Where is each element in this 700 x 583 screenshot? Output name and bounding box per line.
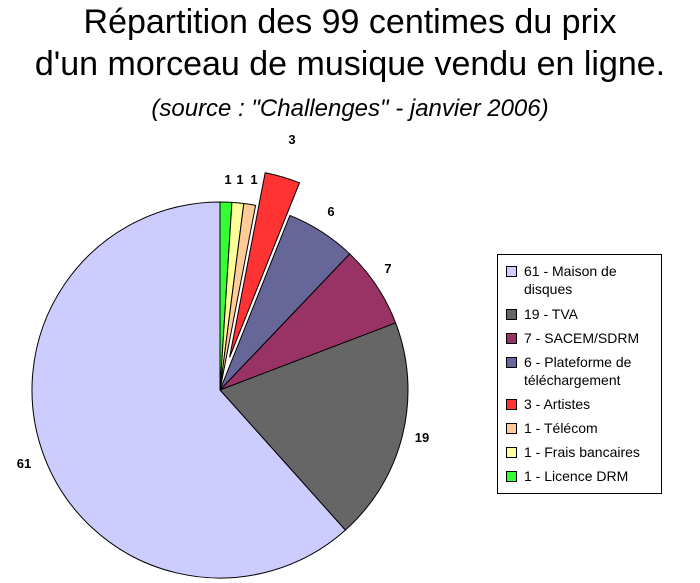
pie-slice-5 <box>219 202 257 391</box>
pie-slice-0 <box>31 201 347 579</box>
legend-label: 3 - Artistes <box>524 396 591 412</box>
data-label-1: 19 <box>415 430 429 445</box>
data-label-0: 61 <box>17 456 31 471</box>
legend-label: 19 - TVA <box>524 306 578 322</box>
legend-swatch <box>506 423 517 434</box>
legend-swatch <box>506 357 517 368</box>
legend-label: 6 - Plateforme de téléchargement <box>524 354 632 388</box>
legend-label: 7 - SACEM/SDRM <box>524 330 640 346</box>
data-label-3: 6 <box>327 204 334 219</box>
data-label-4: 3 <box>288 132 295 147</box>
legend-swatch <box>506 333 517 344</box>
chart-legend: 61 - Maison de disques 19 - TVA 7 - SACE… <box>497 254 662 494</box>
legend-swatch <box>506 399 517 410</box>
data-label-6: 1 <box>236 172 243 187</box>
pie-slice-1 <box>219 322 409 531</box>
legend-label: 1 - Frais bancaires <box>524 444 640 460</box>
data-label-5: 1 <box>250 172 257 187</box>
chart-title-line-1: Répartition des 99 centimes du prix <box>83 3 617 41</box>
legend-swatch <box>506 447 517 458</box>
legend-swatch <box>506 471 517 482</box>
legend-label: 1 - Télécom <box>524 420 598 436</box>
legend-swatch <box>506 309 517 320</box>
legend-label: 61 - Maison de disques <box>524 263 617 297</box>
chart-title-line-2: d'un morceau de musique vendu en ligne. <box>34 45 666 83</box>
legend-swatch <box>506 266 517 277</box>
chart-subtitle: (source : "Challenges" - janvier 2006) <box>151 95 549 122</box>
data-label-2: 7 <box>384 261 391 276</box>
legend-label: 1 - Licence DRM <box>524 468 629 484</box>
pie-slice-4 <box>229 172 301 358</box>
data-label-7: 1 <box>224 172 231 187</box>
